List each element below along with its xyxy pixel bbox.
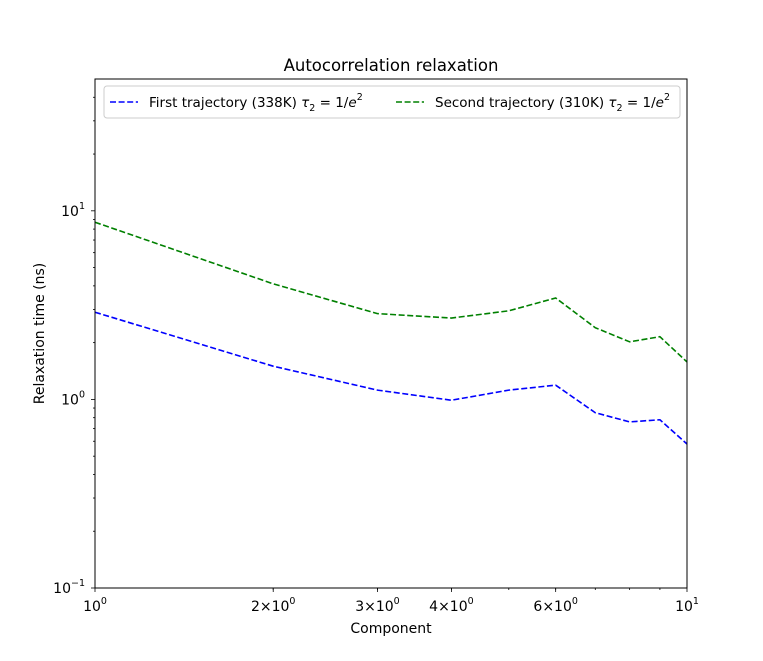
chart-title: Autocorrelation relaxation	[284, 56, 499, 75]
x-tick-label: 100	[83, 596, 107, 615]
y-tick-label: 101	[61, 201, 85, 220]
plot-frame	[94, 78, 688, 589]
y-tick-label: 100	[61, 389, 85, 408]
x-tick-label: 2×100	[251, 596, 296, 615]
y-tick-label: 10−1	[53, 578, 85, 597]
x-axis-label: Component	[350, 621, 432, 637]
y-axis-label: Relaxation time (ns)	[32, 263, 48, 404]
legend-label-2: Second trajectory (310K) τ2 = 1/e2	[435, 92, 670, 114]
x-tick-label: 3×100	[355, 596, 400, 615]
legend-label-1: First trajectory (338K) τ2 = 1/e2	[149, 92, 363, 114]
x-tick-label: 4×100	[429, 596, 474, 615]
series-line-2	[94, 221, 688, 363]
series-lines	[94, 221, 688, 445]
legend: First trajectory (338K) τ2 = 1/e2 Second …	[103, 85, 681, 119]
legend-box	[103, 85, 681, 119]
x-tick-label: 6×100	[533, 596, 578, 615]
x-tick-label: 101	[675, 596, 699, 615]
series-line-1	[94, 311, 688, 445]
